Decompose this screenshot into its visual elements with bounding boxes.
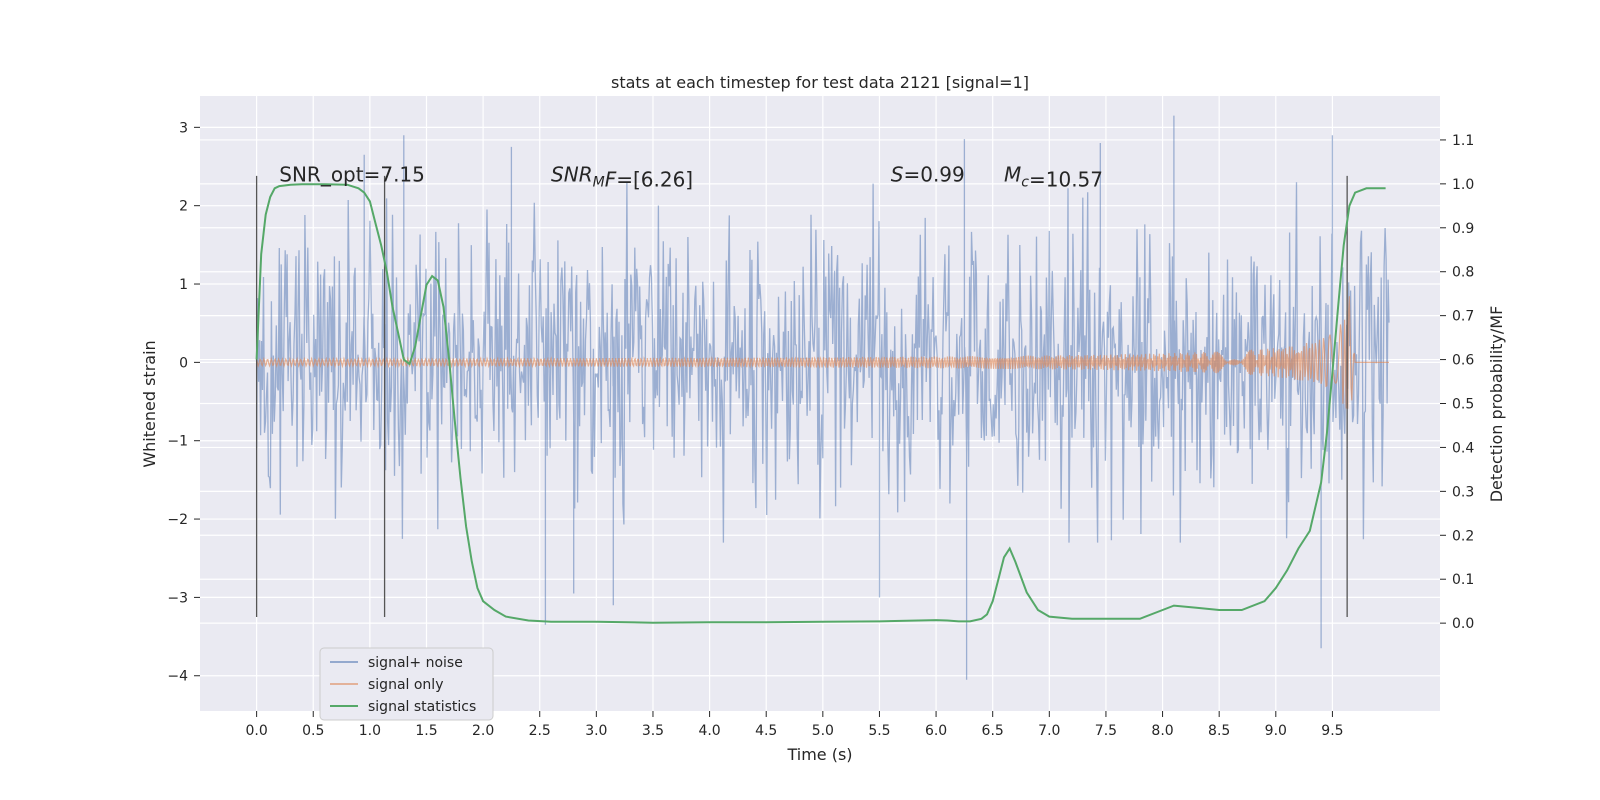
y-tick-label-0: 3 (179, 120, 188, 136)
y-tick-label-5: −2 (167, 512, 188, 528)
y2-axis-label: Detection probability/MF (1487, 306, 1506, 503)
x-tick-label-10: 5.0 (812, 723, 834, 739)
annotation-1: SNRMF=[6.26] (551, 162, 693, 191)
series-signal-plus-noise (255, 115, 1390, 680)
y2-tick-label-5: 0.6 (1452, 353, 1474, 369)
x-tick-label-19: 9.5 (1321, 723, 1343, 739)
vertical-markers (255, 175, 1348, 617)
x-tick-label-1: 0.5 (302, 723, 324, 739)
y2-tick-label-6: 0.5 (1452, 397, 1474, 413)
x-tick-label-14: 7.0 (1038, 723, 1060, 739)
x-tick-label-4: 2.0 (472, 723, 494, 739)
statistics-line (255, 183, 1386, 624)
x-tick-label-8: 4.0 (698, 723, 720, 739)
legend-box (319, 647, 494, 721)
x-tick-label-18: 9.0 (1265, 723, 1287, 739)
y2-tick-label-7: 0.4 (1452, 440, 1474, 456)
legend: signal+ noise signal only signal statist… (319, 647, 494, 721)
x-axis-label: Time (s) (786, 745, 852, 764)
annotations: SNR_opt=7.15 SNRMF=[6.26] S=0.99 Mc=10.57 (279, 162, 1103, 191)
noise-trace (255, 115, 1390, 680)
y2-tick-label-11: 0.0 (1452, 616, 1474, 632)
annotation-2: S=0.99 (891, 162, 965, 186)
x-axis-ticks: 0.0 0.5 1.0 1.5 2.0 2.5 3.0 3.5 4.0 4.5 5.0 5.5 6.0 6… (245, 711, 1344, 739)
x-tick-label-17: 8.5 (1208, 723, 1230, 739)
annotation-0: SNR_opt=7.15 (279, 162, 425, 186)
y2-tick-label-2: 0.9 (1452, 221, 1474, 237)
x-tick-label-13: 6.5 (982, 723, 1004, 739)
series-signal-only (256, 296, 1389, 409)
legend-label-signal-statistics: signal statistics (368, 699, 476, 715)
y-tick-label-3: 0 (179, 355, 188, 371)
y2-tick-label-1: 1.0 (1452, 177, 1474, 193)
x-tick-label-9: 4.5 (755, 723, 777, 739)
y-tick-label-6: −3 (167, 590, 188, 606)
x-tick-label-6: 3.0 (585, 723, 607, 739)
legend-label-signal-only: signal only (368, 677, 443, 693)
legend-label-signal-plus-noise: signal+ noise (368, 655, 463, 671)
y-tick-label-1: 2 (179, 199, 188, 215)
x-tick-label-12: 6.0 (925, 723, 947, 739)
series-signal-statistics (255, 183, 1386, 624)
x-tick-label-3: 1.5 (415, 723, 437, 739)
y-tick-label-4: −1 (167, 434, 188, 450)
x-tick-label-11: 5.5 (868, 723, 890, 739)
y-axis-label: Whitened strain (140, 340, 159, 467)
y2-tick-label-4: 0.7 (1452, 309, 1474, 325)
y2-tick-label-8: 0.3 (1452, 484, 1474, 500)
y2-tick-label-0: 1.1 (1452, 133, 1474, 149)
chirp-trace (256, 296, 1389, 409)
y2-tick-label-10: 0.1 (1452, 572, 1474, 588)
annotation-3: Mc=10.57 (1004, 162, 1103, 191)
y-tick-label-7: −4 (167, 669, 188, 685)
y-axis-ticks: 3 2 1 0 −1 −2 −3 −4 (167, 120, 200, 685)
y2-tick-label-9: 0.2 (1452, 528, 1474, 544)
x-tick-label-0: 0.0 (245, 723, 267, 739)
x-tick-label-7: 3.5 (642, 723, 664, 739)
y2-tick-label-3: 0.8 (1452, 265, 1474, 281)
x-tick-label-5: 2.5 (529, 723, 551, 739)
y-tick-label-2: 1 (179, 277, 188, 293)
x-tick-label-2: 1.0 (359, 723, 381, 739)
x-tick-label-15: 7.5 (1095, 723, 1117, 739)
chart-title: stats at each timestep for test data 212… (611, 73, 1029, 92)
x-tick-label-16: 8.0 (1151, 723, 1173, 739)
y2-axis-ticks: 1.1 1.0 0.9 0.8 0.7 0.6 0.5 0.4 0.3 0.2 0.1 0.0 (1440, 133, 1474, 632)
